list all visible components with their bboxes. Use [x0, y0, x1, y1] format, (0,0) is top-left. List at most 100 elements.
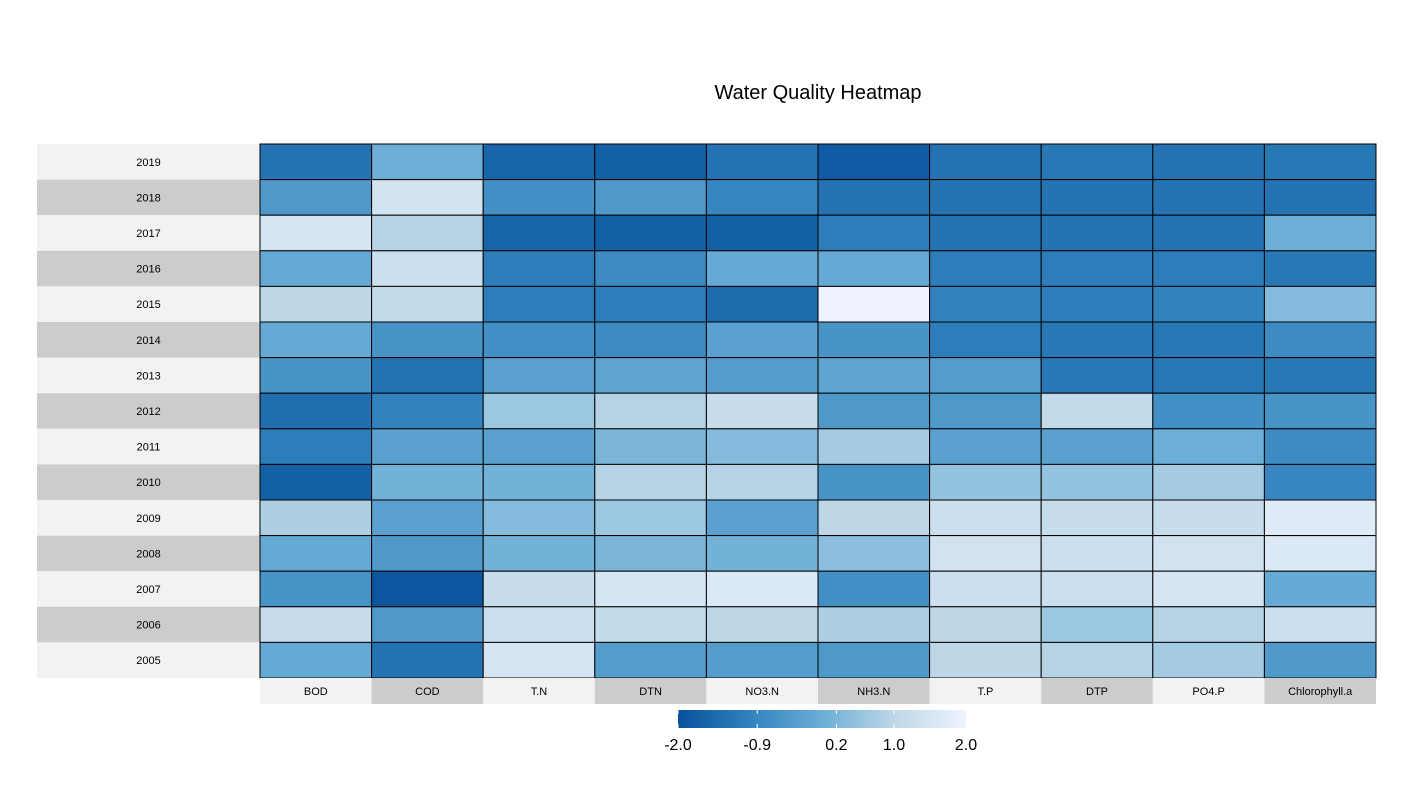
heatmap-cell [259, 499, 373, 537]
column-label-bg [929, 678, 1042, 704]
row-label: 2006 [136, 620, 160, 632]
column-label-bg [483, 678, 595, 704]
heatmap-cell [1152, 606, 1265, 643]
heatmap-cell [1152, 641, 1265, 679]
heatmap-cell [1263, 499, 1377, 537]
heatmap-cell [705, 250, 819, 287]
heatmap-cell [1152, 321, 1265, 359]
heatmap-cell [371, 250, 484, 287]
heatmap-cell [705, 392, 819, 430]
row-label-bg [37, 642, 260, 678]
row-label-bg [37, 322, 260, 358]
row-label-bg [37, 357, 260, 394]
row-label: 2011 [137, 442, 161, 454]
heatmap-cell [929, 214, 1042, 252]
heatmap-cell [482, 570, 596, 608]
row-label: 2013 [136, 370, 160, 382]
column-label-bg [1041, 678, 1153, 704]
heatmap-cell [817, 143, 931, 181]
heatmap-cell [259, 143, 373, 181]
heatmap-cell [594, 179, 707, 216]
heatmap-cell [482, 499, 596, 537]
heatmap-cell [1152, 179, 1265, 216]
row-label-bg [37, 215, 260, 251]
heatmap-cell [371, 570, 484, 608]
heatmap-cell [1152, 250, 1265, 287]
heatmap-cell [482, 143, 596, 181]
column-label: NH3.N [857, 686, 890, 698]
heatmap-cell [482, 428, 596, 465]
heatmap-cell [817, 570, 931, 608]
heatmap-cell [1263, 357, 1377, 394]
column-label-bg [594, 678, 707, 704]
heatmap-cell [705, 179, 819, 216]
heatmap-cell [1263, 250, 1377, 287]
heatmap-cell [1040, 606, 1154, 643]
heatmap-cell [817, 179, 931, 216]
heatmap-cell [259, 570, 373, 608]
heatmap-cell [371, 428, 484, 465]
heatmap-cell [1040, 392, 1154, 430]
heatmap-cell [259, 463, 373, 501]
column-labels: BOD COD T.N DTN NO3.N NH3.N T.P DTP PO4.P Chlorop… [260, 678, 1376, 704]
heatmap-cell [1152, 535, 1265, 572]
heatmap-cell [1263, 463, 1377, 501]
legend-tick-label: -0.9 [743, 737, 771, 754]
heatmap-cell [1040, 463, 1154, 501]
heatmap-cell [1040, 321, 1154, 359]
heatmap-cell [929, 392, 1042, 430]
heatmap-cell [817, 321, 931, 359]
heatmap-cell [705, 570, 819, 608]
heatmap-cell [594, 321, 707, 359]
heatmap-cell [1040, 535, 1154, 572]
heatmap-cell [371, 606, 484, 643]
column-label: Chlorophyll.a [1288, 686, 1353, 698]
row-label: 2014 [136, 335, 160, 347]
heatmap-cell [929, 285, 1042, 323]
heatmap-cell [594, 285, 707, 323]
heatmap-cell [371, 357, 484, 394]
row-label: 2009 [136, 513, 160, 525]
row-label-bg [37, 250, 260, 287]
column-label-bg [706, 678, 818, 704]
heatmap-cell [817, 357, 931, 394]
heatmap-cell [1263, 428, 1377, 465]
heatmap-cell [705, 214, 819, 252]
row-label: 2018 [136, 192, 160, 204]
heatmap-cell [1152, 285, 1265, 323]
heatmap-cell [1263, 606, 1377, 643]
heatmap-cell [594, 357, 707, 394]
legend-tick-label: 1.0 [883, 737, 905, 754]
heatmap-cell [705, 641, 819, 679]
heatmap-cell [929, 606, 1042, 643]
heatmap-cell [1152, 143, 1265, 181]
heatmap-cell [594, 606, 707, 643]
row-label-bg [37, 286, 260, 322]
heatmap-cell [482, 179, 596, 216]
heatmap-cell [259, 428, 373, 465]
heatmap-cell [929, 535, 1042, 572]
column-label: PO4.P [1192, 686, 1224, 698]
heatmap-cell [817, 392, 931, 430]
column-label: T.N [531, 686, 548, 698]
column-label: DTN [639, 686, 662, 698]
heatmap-cell [705, 143, 819, 181]
heatmap-cell [1152, 428, 1265, 465]
heatmap-cell [817, 250, 931, 287]
heatmap-cell [1040, 357, 1154, 394]
heatmap-cell [594, 463, 707, 501]
heatmap-cell [817, 499, 931, 537]
heatmap-cell [817, 428, 931, 465]
heatmap-cell [705, 321, 819, 359]
heatmap-cell [929, 641, 1042, 679]
row-label: 2012 [136, 406, 160, 418]
heatmap-cell [705, 357, 819, 394]
heatmap-cell [482, 392, 596, 430]
heatmap-cell [594, 250, 707, 287]
heatmap-cell [371, 392, 484, 430]
row-label-bg [37, 535, 260, 572]
row-label-bg [37, 179, 260, 216]
row-label: 2016 [136, 264, 160, 276]
heatmap-cell [482, 463, 596, 501]
row-label: 2010 [136, 477, 160, 489]
